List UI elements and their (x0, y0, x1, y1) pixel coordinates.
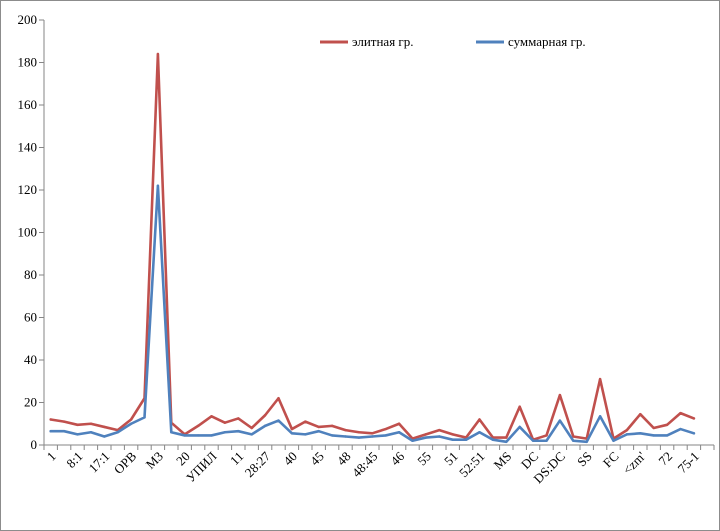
data-point (438, 428, 441, 432)
x-tick-label: 1 (44, 449, 59, 464)
data-point (196, 424, 200, 428)
data-point (223, 421, 227, 424)
data-point (451, 433, 454, 436)
data-point (665, 423, 669, 427)
y-axis: 0 20 40 60 80 100 120 140 160 180 200 (18, 12, 45, 452)
x-tick-label: 17:1 (85, 449, 112, 476)
data-point (625, 428, 629, 432)
x-tick-label: 72 (655, 449, 675, 469)
data-point (237, 417, 240, 420)
series-layer (49, 52, 696, 444)
data-point (478, 418, 481, 421)
data-point (304, 420, 307, 423)
x-tick-label: 48 (334, 449, 354, 469)
data-point (598, 377, 602, 381)
y-tick-label: 100 (18, 225, 38, 240)
x-tick-label: ОРВ (111, 448, 140, 477)
data-point (62, 420, 66, 423)
data-point (572, 435, 575, 438)
data-point (210, 415, 213, 418)
data-point (505, 436, 508, 439)
data-point (692, 417, 696, 420)
x-tick-label: SS (574, 449, 595, 470)
x-tick-label: 8:1 (63, 449, 85, 471)
x-tick-label: 55 (414, 449, 434, 469)
x-tick-label: 28:27 (242, 448, 274, 480)
data-point (424, 433, 428, 436)
x-tick-label: MS (491, 449, 515, 473)
x-tick-label: 52:51 (456, 449, 488, 481)
data-point (263, 414, 267, 417)
data-point (290, 427, 294, 431)
x-tick-label: FC (600, 449, 622, 471)
x-tick-label: 51 (441, 449, 461, 469)
data-point (89, 422, 93, 425)
x-tick-label: 45 (307, 449, 327, 469)
data-point (397, 422, 401, 425)
data-point (129, 418, 133, 421)
data-point (679, 411, 682, 415)
y-tick-label: 60 (24, 310, 37, 325)
legend: элитная гр. суммарная гр. (320, 34, 586, 49)
data-point (558, 393, 562, 397)
series-line-total (49, 184, 696, 444)
data-point (76, 423, 79, 427)
data-point (371, 432, 374, 435)
x-tick-label: 40 (280, 449, 300, 469)
data-point (330, 424, 334, 428)
data-point (639, 412, 642, 416)
x-tick-label: 75-1 (675, 449, 702, 476)
y-tick-label: 160 (18, 97, 38, 112)
legend-label-total: суммарная гр. (508, 34, 586, 49)
data-point (545, 434, 548, 437)
data-point (518, 405, 521, 408)
data-point (384, 427, 387, 431)
data-point (250, 426, 253, 430)
x-tick-label: УПИЛ (183, 448, 220, 485)
y-tick-label: 140 (18, 140, 38, 155)
y-tick-label: 20 (24, 395, 37, 410)
y-tick-label: 120 (18, 182, 38, 197)
data-point (357, 431, 361, 434)
data-point (156, 52, 160, 56)
y-tick-label: 80 (24, 267, 37, 282)
x-tick-label: <zm' (620, 449, 649, 478)
y-tick-label: 40 (24, 352, 37, 367)
x-tick-label: 48:45 (349, 449, 381, 481)
x-tick-label: М3 (143, 449, 166, 472)
y-tick-label: 200 (18, 12, 38, 27)
y-tick-label: 180 (18, 55, 38, 70)
legend-label-elite: элитная гр. (352, 34, 414, 49)
data-point (103, 425, 106, 429)
data-point (277, 397, 280, 400)
x-tick-label: 11 (227, 449, 246, 468)
data-point (49, 418, 52, 421)
data-point (652, 426, 655, 430)
x-tick-label: 20 (173, 449, 193, 469)
data-point (317, 425, 320, 429)
y-tick-label: 0 (31, 437, 38, 452)
data-point (344, 428, 347, 432)
x-tick-label: 46 (387, 448, 407, 468)
